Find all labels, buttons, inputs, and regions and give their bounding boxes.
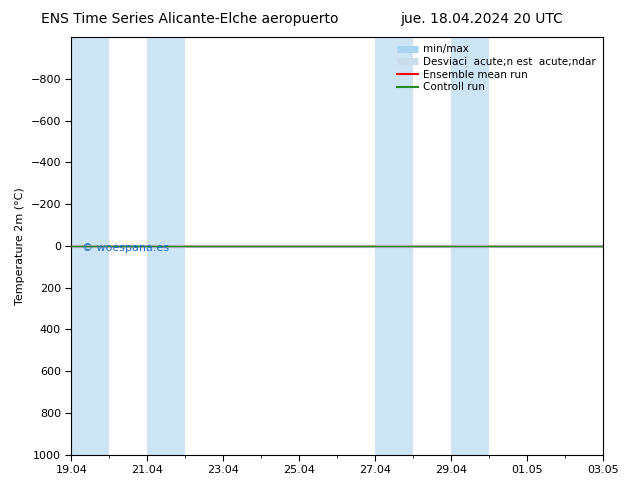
Bar — [72, 37, 110, 455]
Bar — [148, 37, 185, 455]
Text: ENS Time Series Alicante-Elche aeropuerto: ENS Time Series Alicante-Elche aeropuert… — [41, 12, 339, 26]
Legend: min/max, Desviaci  acute;n est  acute;ndar, Ensemble mean run, Controll run: min/max, Desviaci acute;n est acute;ndar… — [395, 42, 598, 94]
Bar — [451, 37, 489, 455]
Bar — [375, 37, 413, 455]
Y-axis label: Temperature 2m (°C): Temperature 2m (°C) — [15, 187, 25, 305]
Text: © woespana.es: © woespana.es — [82, 243, 169, 253]
Text: jue. 18.04.2024 20 UTC: jue. 18.04.2024 20 UTC — [401, 12, 563, 26]
